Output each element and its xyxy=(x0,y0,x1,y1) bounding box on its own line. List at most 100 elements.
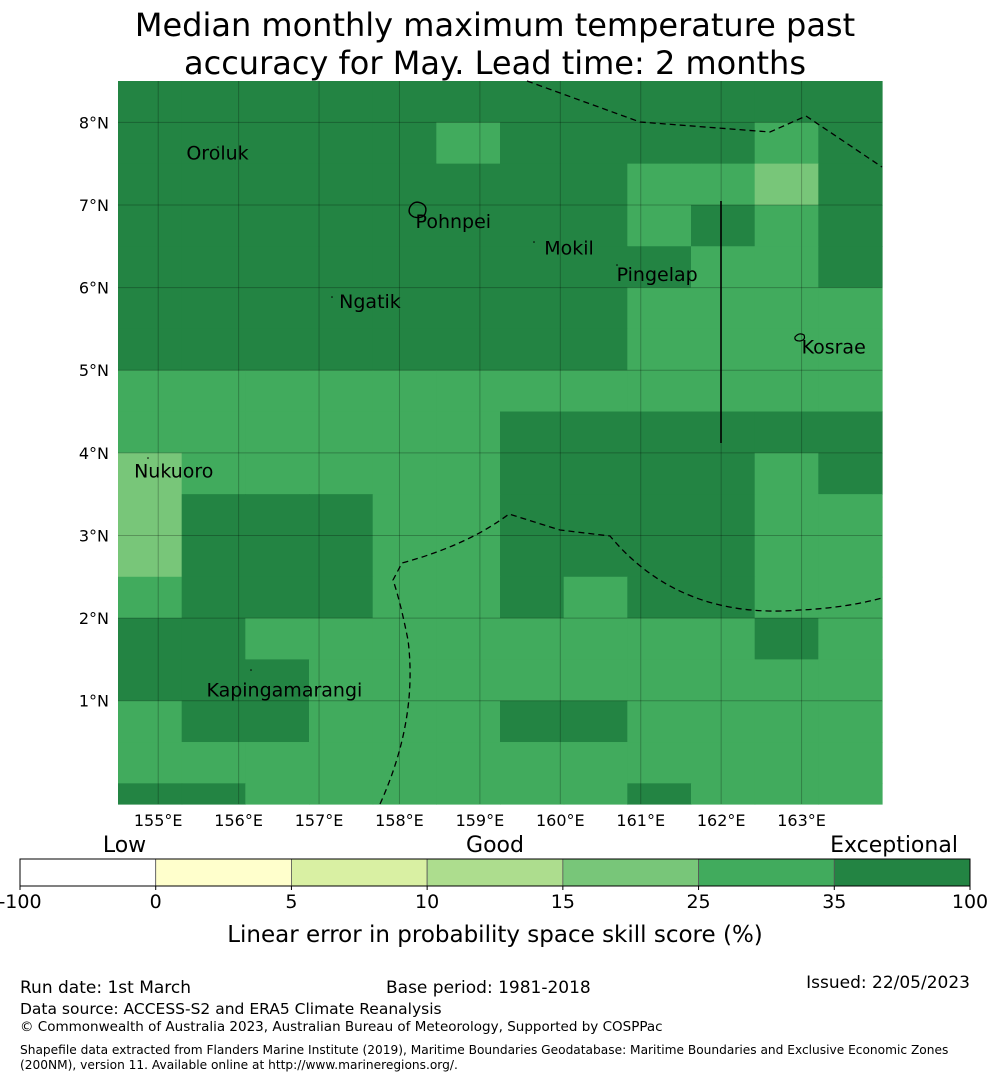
skill-cell xyxy=(436,742,501,784)
skill-cell xyxy=(691,246,756,289)
place-label-ngatik: Ngatik xyxy=(339,291,401,313)
skill-cell xyxy=(372,122,437,165)
skill-cell xyxy=(372,287,437,330)
skill-cell xyxy=(436,494,501,537)
eez-boundary-north xyxy=(526,80,883,168)
skill-cell xyxy=(181,659,246,702)
run-date: Run date: 1st March xyxy=(20,978,192,998)
skill-cell xyxy=(436,576,501,619)
skill-cell xyxy=(118,783,183,805)
skill-cell xyxy=(754,163,819,206)
colorbar: -100 0 5 10 15 25 35 100 Low Good Exceptional Linea… xyxy=(0,833,988,948)
skill-cell xyxy=(818,287,883,330)
skill-cell xyxy=(563,246,628,289)
skill-cell xyxy=(627,659,692,702)
colorbar-category-label: Exceptional xyxy=(830,833,958,858)
skill-cell xyxy=(118,452,183,495)
skill-cell xyxy=(245,328,310,371)
lon-tick-label: 162°E xyxy=(697,811,746,830)
skill-cell xyxy=(627,742,692,784)
lat-tick-label: 3°N xyxy=(79,526,109,545)
skill-cell xyxy=(118,618,183,660)
skill-cell xyxy=(181,576,246,619)
skill-cell xyxy=(818,452,883,495)
skill-cell xyxy=(372,494,437,537)
skill-cell xyxy=(691,742,756,784)
skill-cell xyxy=(818,742,883,784)
skill-cell xyxy=(372,783,437,805)
skill-cell xyxy=(181,535,246,578)
skill-cell xyxy=(691,81,756,123)
skill-cell xyxy=(245,452,310,495)
lon-tick-label: 155°E xyxy=(134,811,183,830)
skill-cell xyxy=(436,287,501,330)
skill-cell xyxy=(563,576,628,619)
pohnpei-island-outline xyxy=(408,201,427,219)
skill-cell xyxy=(563,494,628,537)
eez-boundary-south xyxy=(379,513,883,805)
skill-cell xyxy=(627,204,692,247)
skill-cell xyxy=(818,370,883,413)
lon-tick-label: 156°E xyxy=(214,811,263,830)
skill-cell xyxy=(500,163,565,206)
skill-cell xyxy=(436,204,501,247)
skill-cell xyxy=(500,783,565,805)
skill-cell xyxy=(309,700,374,743)
colorbar-segment xyxy=(562,858,699,887)
skill-cell xyxy=(818,700,883,743)
colorbar-tick-label: 35 xyxy=(822,891,846,913)
skill-cell xyxy=(627,81,692,123)
skill-cell xyxy=(436,452,501,495)
skill-cell xyxy=(500,204,565,247)
skill-cell xyxy=(691,204,756,247)
skill-cell xyxy=(500,370,565,413)
skill-cell xyxy=(436,411,501,454)
skill-cell xyxy=(118,122,183,165)
skill-cell xyxy=(372,659,437,702)
skill-cell xyxy=(436,783,501,805)
place-label-oroluk: Oroluk xyxy=(186,142,248,164)
skill-cell xyxy=(627,494,692,537)
skill-cell xyxy=(118,246,183,289)
skill-cell xyxy=(818,494,883,537)
skill-cell xyxy=(754,659,819,702)
skill-cell xyxy=(372,452,437,495)
lat-tick-label: 8°N xyxy=(79,113,109,132)
skill-cell xyxy=(181,783,246,805)
skill-cell xyxy=(500,742,565,784)
skill-cell xyxy=(309,81,374,123)
skill-cell xyxy=(627,618,692,660)
skill-cell xyxy=(754,204,819,247)
map-labels: 8°N 7°N 6°N 5°N 4°N 3°N 2°N 1°N 155°E 156°E 157°E 1… xyxy=(79,113,866,830)
skill-cell xyxy=(245,576,310,619)
skill-cell xyxy=(436,163,501,206)
skill-cell xyxy=(181,700,246,743)
skill-cell xyxy=(245,618,310,660)
skill-cell xyxy=(372,411,437,454)
skill-cell xyxy=(118,535,183,578)
pingelap-atoll xyxy=(616,264,618,266)
nukuoro-atoll xyxy=(147,457,149,459)
skill-cell xyxy=(309,659,374,702)
ngatik-atoll xyxy=(331,296,333,298)
skill-cell xyxy=(627,452,692,495)
skill-cell xyxy=(500,659,565,702)
skill-cell xyxy=(563,204,628,247)
issued-date: Issued: 22/05/2023 xyxy=(806,973,970,993)
colorbar-tick-label: 15 xyxy=(551,891,575,913)
lon-tick-label: 158°E xyxy=(375,811,424,830)
skill-cell xyxy=(500,618,565,660)
skill-cell xyxy=(500,328,565,371)
skill-cell xyxy=(818,122,883,165)
skill-cell xyxy=(118,700,183,743)
skill-cell xyxy=(436,246,501,289)
skill-cell xyxy=(309,452,374,495)
skill-cell xyxy=(309,411,374,454)
place-label-kapingamarangi: Kapingamarangi xyxy=(206,680,362,702)
skill-cell xyxy=(754,370,819,413)
shapefile-credit-line-2: (200NM), version 11. Available online at… xyxy=(20,1058,458,1072)
skill-cell xyxy=(372,246,437,289)
skill-cell xyxy=(754,576,819,619)
skill-cell xyxy=(245,659,310,702)
